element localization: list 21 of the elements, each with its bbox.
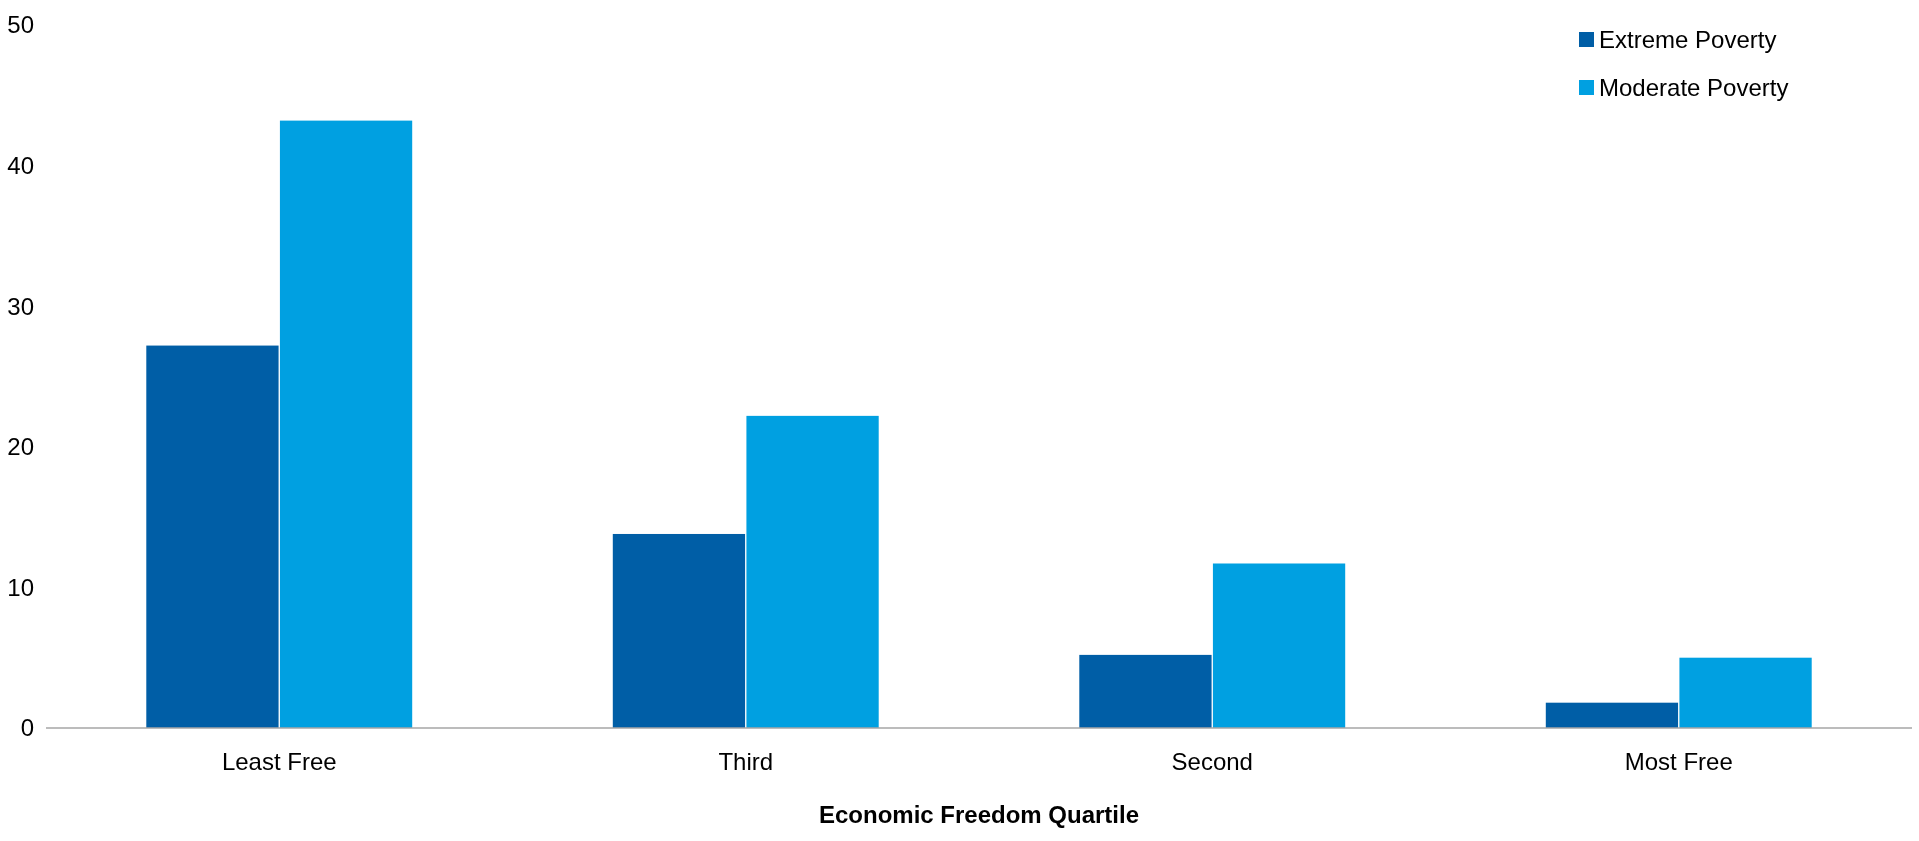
bar (1212, 563, 1346, 728)
bar (1679, 657, 1812, 728)
x-tick-label: Most Free (1624, 748, 1733, 775)
x-tick-label: Least Free (221, 748, 337, 775)
bar (612, 533, 746, 728)
y-tick-label: 10 (7, 573, 34, 601)
x-tick-label: Third (718, 748, 774, 775)
bar (1545, 702, 1679, 728)
x-tick-label: Second (1171, 748, 1253, 775)
legend-label: Extreme Poverty (1599, 26, 1777, 54)
y-tick-label: 30 (7, 292, 34, 320)
bar (1079, 654, 1212, 728)
y-tick-label: 50 (7, 11, 34, 39)
y-tick-label: 40 (7, 152, 34, 179)
legend-label: Moderate Poverty (1599, 74, 1789, 102)
y-tick-label: 20 (7, 433, 34, 461)
bar (279, 120, 413, 728)
x-axis-title: Economic Freedom Quartile (818, 801, 1140, 828)
bar (146, 345, 279, 728)
y-tick-label: 0 (20, 714, 34, 742)
bar (746, 415, 879, 728)
